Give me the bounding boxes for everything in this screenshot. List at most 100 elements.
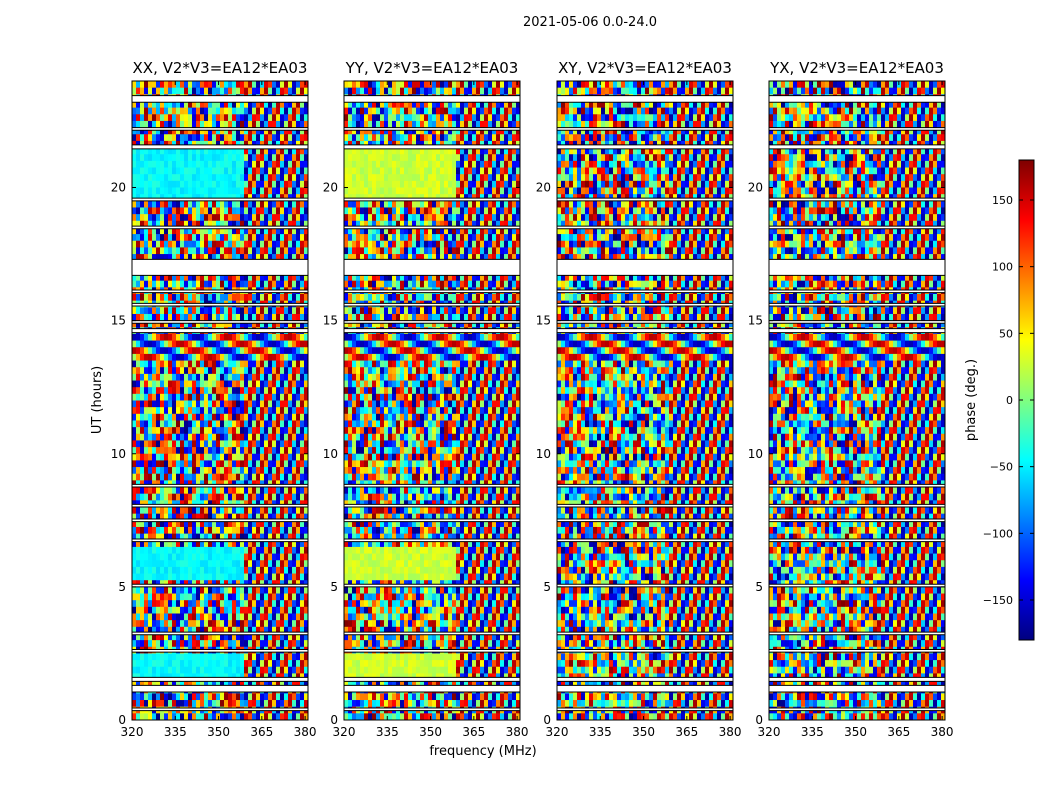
phase-cell bbox=[304, 307, 308, 315]
phase-cell bbox=[232, 653, 237, 661]
phase-cell bbox=[276, 713, 281, 720]
phase-cell bbox=[284, 533, 289, 541]
phase-cell bbox=[276, 174, 281, 182]
phase-cell bbox=[256, 167, 261, 175]
phase-cell bbox=[140, 640, 145, 648]
phase-cell bbox=[288, 593, 293, 601]
phase-cell bbox=[252, 187, 257, 195]
phase-cell bbox=[224, 160, 229, 168]
phase-cell bbox=[344, 114, 349, 122]
phase-cell bbox=[176, 520, 181, 528]
phase-cell bbox=[196, 200, 201, 208]
phase-cell bbox=[484, 87, 489, 95]
phase-cell bbox=[240, 367, 245, 375]
phase-cell bbox=[224, 254, 229, 262]
phase-cell bbox=[300, 160, 305, 168]
phase-cell bbox=[212, 680, 217, 688]
phase-cell bbox=[248, 626, 253, 634]
phase-cell bbox=[232, 613, 237, 621]
x-tick-label: 380 bbox=[294, 725, 317, 739]
phase-cell bbox=[276, 526, 281, 535]
phase-cell bbox=[376, 180, 381, 188]
phase-cell bbox=[368, 127, 373, 135]
phase-cell bbox=[220, 120, 225, 128]
phase-cell bbox=[176, 100, 181, 109]
phase-cell bbox=[224, 560, 229, 568]
phase-cell bbox=[136, 467, 141, 475]
phase-cell bbox=[168, 174, 173, 182]
phase-cell bbox=[212, 467, 217, 475]
phase-cell bbox=[296, 120, 301, 128]
phase-cell bbox=[240, 307, 245, 315]
phase-cell bbox=[180, 560, 185, 568]
phase-cell bbox=[156, 393, 161, 401]
phase-cell bbox=[244, 633, 249, 641]
phase-cell bbox=[512, 107, 517, 115]
phase-cell bbox=[288, 433, 293, 441]
phase-cell bbox=[180, 393, 185, 401]
phase-cell bbox=[184, 227, 189, 235]
phase-cell bbox=[176, 207, 181, 215]
phase-cell bbox=[192, 407, 197, 415]
phase-cell bbox=[232, 207, 237, 215]
phase-cell bbox=[244, 680, 249, 688]
phase-cell bbox=[256, 473, 261, 481]
phase-cell bbox=[292, 207, 297, 215]
phase-cell bbox=[164, 174, 169, 182]
phase-cell bbox=[276, 593, 281, 601]
phase-cell bbox=[196, 700, 201, 708]
phase-cell bbox=[300, 114, 305, 122]
phase-cell bbox=[256, 387, 261, 395]
phase-cell bbox=[156, 154, 161, 162]
phase-cell bbox=[212, 633, 217, 641]
phase-cell bbox=[268, 660, 273, 668]
phase-cell bbox=[228, 533, 233, 541]
phase-cell bbox=[176, 81, 181, 89]
phase-cell bbox=[192, 280, 197, 288]
phase-cell bbox=[228, 420, 233, 428]
phase-cell bbox=[404, 167, 409, 175]
phase-cell bbox=[264, 160, 269, 168]
phase-cell bbox=[180, 100, 185, 109]
phase-cell bbox=[156, 167, 161, 175]
phase-cell bbox=[260, 680, 265, 688]
phase-cell bbox=[192, 107, 197, 115]
phase-cell bbox=[288, 227, 293, 235]
phase-cell bbox=[192, 507, 197, 515]
y-axis-label: UT (hours) bbox=[90, 366, 105, 434]
phase-cell bbox=[216, 160, 221, 168]
phase-cell bbox=[244, 347, 249, 355]
phase-cell bbox=[220, 566, 225, 574]
phase-cell bbox=[148, 573, 153, 581]
phase-cell bbox=[264, 606, 269, 614]
phase-cell bbox=[364, 107, 369, 115]
phase-cell bbox=[156, 713, 161, 720]
phase-cell bbox=[232, 427, 237, 435]
phase-cell bbox=[152, 81, 157, 89]
phase-cell bbox=[140, 160, 145, 168]
phase-cell bbox=[352, 167, 357, 175]
phase-cell bbox=[152, 313, 157, 322]
phase-cell bbox=[284, 520, 289, 528]
phase-cell bbox=[400, 174, 405, 182]
phase-cell bbox=[196, 353, 201, 361]
phase-cell bbox=[240, 473, 245, 481]
phase-cell bbox=[240, 613, 245, 621]
phase-cell bbox=[304, 333, 308, 341]
phase-cell bbox=[156, 227, 161, 235]
phase-cell bbox=[248, 620, 253, 628]
phase-cell bbox=[172, 333, 177, 341]
phase-cell bbox=[348, 167, 353, 175]
phase-cell bbox=[196, 467, 201, 475]
phase-cell bbox=[144, 393, 149, 401]
phase-cell bbox=[284, 100, 289, 109]
phase-cell bbox=[176, 393, 181, 401]
phase-cell bbox=[456, 167, 461, 175]
phase-cell bbox=[500, 100, 505, 109]
phase-cell bbox=[288, 427, 293, 435]
phase-cell bbox=[352, 81, 357, 89]
phase-cell bbox=[180, 460, 185, 468]
phase-cell bbox=[224, 626, 229, 634]
phase-cell bbox=[288, 713, 293, 720]
phase-cell bbox=[220, 100, 225, 109]
